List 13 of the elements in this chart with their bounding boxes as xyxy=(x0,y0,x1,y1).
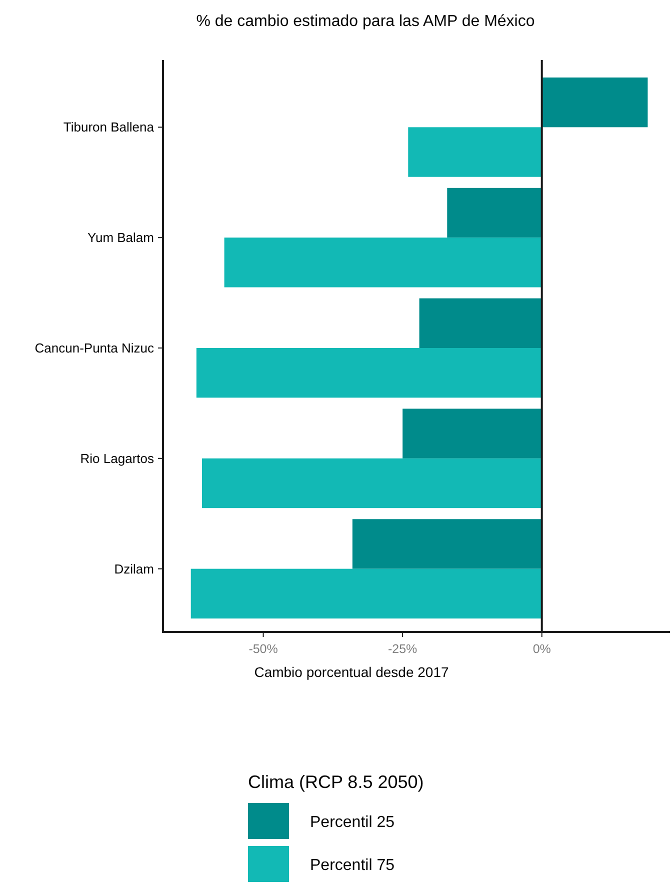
y-tick-label: Cancun-Punta Nizuc xyxy=(34,340,154,356)
legend-label: Percentil 25 xyxy=(310,814,395,831)
x-tick-label: -25% xyxy=(388,642,418,656)
chart-title: % de cambio estimado para las AMP de México xyxy=(196,13,535,30)
y-tick-label: Rio Lagartos xyxy=(80,450,154,466)
y-tick-label: Dzilam xyxy=(114,561,154,576)
x-tick-label: 0% xyxy=(532,642,551,656)
legend-label: Percentil 75 xyxy=(310,857,395,874)
legend-title: Clima (RCP 8.5 2050) xyxy=(248,772,424,792)
y-tick-label: Tiburon Ballena xyxy=(63,120,155,135)
x-axis-title: Cambio porcentual desde 2017 xyxy=(254,664,450,680)
x-tick-label: -50% xyxy=(248,642,278,656)
y-tick-label: Yum Balam xyxy=(88,230,154,246)
